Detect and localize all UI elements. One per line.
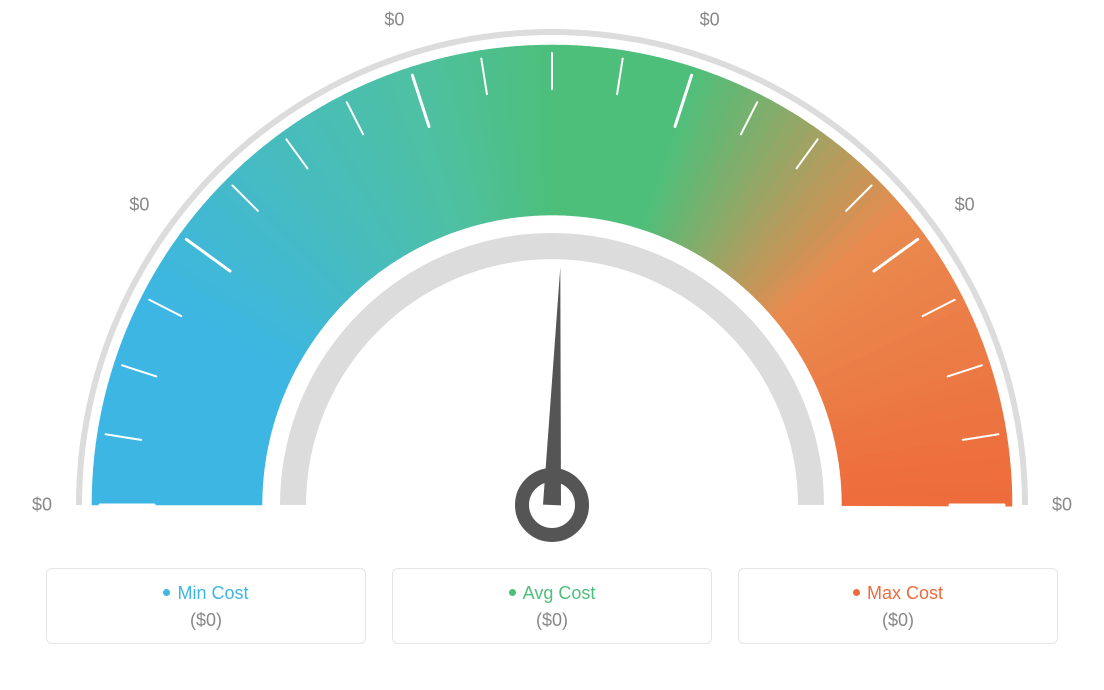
legend-card: Max Cost ($0) [738,568,1058,644]
gauge-svg [0,0,1104,550]
legend-label: Min Cost [177,583,248,603]
legend-card: Min Cost ($0) [46,568,366,644]
legend-title: Min Cost [47,583,365,604]
legend-row: Min Cost ($0) Avg Cost ($0) Max Cost ($0) [0,568,1104,644]
chart-container: $0$0$0$0$0$0 Min Cost($0)Avg Cost($0)Max… [0,0,1104,690]
legend-dot-icon [853,589,860,596]
legend-label: Avg Cost [523,583,596,603]
legend-amount: ($0) [393,610,711,631]
gauge-tick-label: $0 [32,495,52,516]
gauge-tick-label: $0 [700,9,720,30]
legend-title: Avg Cost [393,583,711,604]
gauge-tick-label: $0 [384,9,404,30]
legend-title: Max Cost [739,583,1057,604]
gauge-tick-label: $0 [955,195,975,216]
legend-label: Max Cost [867,583,943,603]
legend-card: Avg Cost ($0) [392,568,712,644]
legend-dot-icon [163,589,170,596]
legend-dot-icon [509,589,516,596]
gauge-tick-label: $0 [129,195,149,216]
gauge-area: $0 $0 $0 $0 $0 $0 [0,0,1104,550]
legend-amount: ($0) [739,610,1057,631]
gauge-tick-label: $0 [1052,495,1072,516]
legend-amount: ($0) [47,610,365,631]
